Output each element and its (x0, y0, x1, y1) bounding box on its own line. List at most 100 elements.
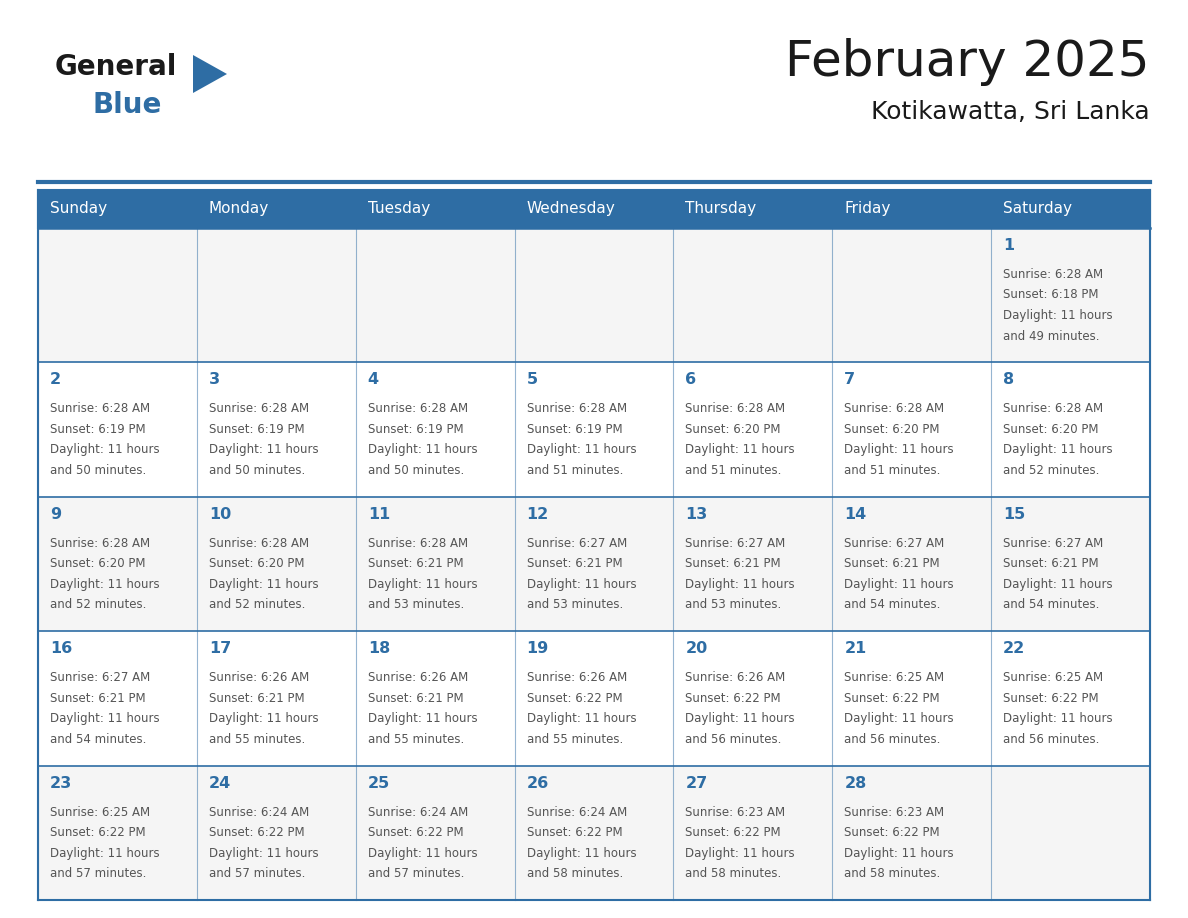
Text: 27: 27 (685, 776, 708, 790)
Text: Sunset: 6:20 PM: Sunset: 6:20 PM (50, 557, 145, 570)
Text: and 55 minutes.: and 55 minutes. (368, 733, 465, 745)
Bar (674, 190, 833, 228)
Text: Sunset: 6:20 PM: Sunset: 6:20 PM (685, 423, 781, 436)
Text: Sunrise: 6:27 AM: Sunrise: 6:27 AM (50, 671, 150, 684)
Text: 18: 18 (368, 641, 390, 656)
Text: 15: 15 (1003, 507, 1025, 521)
Text: and 52 minutes.: and 52 minutes. (1003, 464, 1100, 476)
Bar (38, 228, 1150, 363)
Text: Sunrise: 6:28 AM: Sunrise: 6:28 AM (50, 402, 150, 416)
Text: Sunset: 6:21 PM: Sunset: 6:21 PM (50, 691, 146, 705)
Text: Sunset: 6:22 PM: Sunset: 6:22 PM (685, 826, 781, 839)
Text: Daylight: 11 hours: Daylight: 11 hours (685, 712, 795, 725)
Text: February 2025: February 2025 (785, 38, 1150, 86)
Bar (38, 190, 197, 228)
Text: Monday: Monday (209, 201, 270, 217)
Text: 19: 19 (526, 641, 549, 656)
Text: Sunrise: 6:28 AM: Sunrise: 6:28 AM (845, 402, 944, 416)
Text: 3: 3 (209, 373, 220, 387)
Text: Blue: Blue (93, 91, 163, 119)
Text: Sunrise: 6:28 AM: Sunrise: 6:28 AM (209, 402, 309, 416)
Text: Sunrise: 6:27 AM: Sunrise: 6:27 AM (845, 537, 944, 550)
Text: 23: 23 (50, 776, 72, 790)
Text: and 56 minutes.: and 56 minutes. (845, 733, 941, 745)
Text: Sunrise: 6:28 AM: Sunrise: 6:28 AM (1003, 402, 1104, 416)
Bar (38, 632, 1150, 766)
Text: Daylight: 11 hours: Daylight: 11 hours (685, 443, 795, 456)
Bar (514, 190, 674, 228)
Text: Daylight: 11 hours: Daylight: 11 hours (1003, 309, 1113, 322)
Text: Daylight: 11 hours: Daylight: 11 hours (209, 443, 318, 456)
Text: Sunrise: 6:27 AM: Sunrise: 6:27 AM (526, 537, 627, 550)
Text: 24: 24 (209, 776, 232, 790)
Text: Daylight: 11 hours: Daylight: 11 hours (50, 577, 159, 591)
Text: Sunset: 6:22 PM: Sunset: 6:22 PM (209, 826, 304, 839)
Text: 6: 6 (685, 373, 696, 387)
Text: and 57 minutes.: and 57 minutes. (368, 868, 465, 880)
Text: Sunrise: 6:24 AM: Sunrise: 6:24 AM (526, 806, 627, 819)
Text: Wednesday: Wednesday (526, 201, 615, 217)
Bar (833, 190, 991, 228)
Text: 22: 22 (1003, 641, 1025, 656)
Text: Sunset: 6:21 PM: Sunset: 6:21 PM (1003, 557, 1099, 570)
Text: Sunrise: 6:28 AM: Sunrise: 6:28 AM (526, 402, 627, 416)
Text: Sunrise: 6:25 AM: Sunrise: 6:25 AM (845, 671, 944, 684)
Text: and 54 minutes.: and 54 minutes. (50, 733, 146, 745)
Text: Daylight: 11 hours: Daylight: 11 hours (209, 577, 318, 591)
Text: and 51 minutes.: and 51 minutes. (526, 464, 623, 476)
Text: Sunrise: 6:23 AM: Sunrise: 6:23 AM (685, 806, 785, 819)
Text: Sunset: 6:18 PM: Sunset: 6:18 PM (1003, 288, 1099, 301)
Text: 25: 25 (368, 776, 390, 790)
Text: Daylight: 11 hours: Daylight: 11 hours (209, 846, 318, 859)
Text: Daylight: 11 hours: Daylight: 11 hours (526, 712, 637, 725)
Text: Sunset: 6:21 PM: Sunset: 6:21 PM (845, 557, 940, 570)
Text: Sunset: 6:19 PM: Sunset: 6:19 PM (526, 423, 623, 436)
Text: Daylight: 11 hours: Daylight: 11 hours (50, 443, 159, 456)
Text: Sunrise: 6:28 AM: Sunrise: 6:28 AM (368, 537, 468, 550)
Text: Sunset: 6:22 PM: Sunset: 6:22 PM (50, 826, 146, 839)
Text: and 58 minutes.: and 58 minutes. (685, 868, 782, 880)
Text: and 53 minutes.: and 53 minutes. (526, 599, 623, 611)
Text: Sunrise: 6:27 AM: Sunrise: 6:27 AM (1003, 537, 1104, 550)
Text: Daylight: 11 hours: Daylight: 11 hours (368, 846, 478, 859)
Text: Daylight: 11 hours: Daylight: 11 hours (50, 712, 159, 725)
Bar (38, 497, 1150, 632)
Text: Sunrise: 6:28 AM: Sunrise: 6:28 AM (50, 537, 150, 550)
Text: 13: 13 (685, 507, 708, 521)
Text: Sunset: 6:20 PM: Sunset: 6:20 PM (209, 557, 304, 570)
Text: Sunset: 6:19 PM: Sunset: 6:19 PM (368, 423, 463, 436)
Text: and 51 minutes.: and 51 minutes. (685, 464, 782, 476)
Text: Sunset: 6:19 PM: Sunset: 6:19 PM (50, 423, 146, 436)
Text: Sunset: 6:22 PM: Sunset: 6:22 PM (1003, 691, 1099, 705)
Text: and 53 minutes.: and 53 minutes. (368, 599, 465, 611)
Text: Sunrise: 6:28 AM: Sunrise: 6:28 AM (1003, 268, 1104, 281)
Text: Sunrise: 6:23 AM: Sunrise: 6:23 AM (845, 806, 944, 819)
Bar (197, 190, 355, 228)
Bar (991, 190, 1150, 228)
Text: Daylight: 11 hours: Daylight: 11 hours (526, 577, 637, 591)
Bar (38, 363, 1150, 497)
Bar (38, 190, 1150, 228)
Text: Sunset: 6:20 PM: Sunset: 6:20 PM (845, 423, 940, 436)
Text: 1: 1 (1003, 238, 1015, 253)
Text: Sunrise: 6:24 AM: Sunrise: 6:24 AM (368, 806, 468, 819)
Text: and 52 minutes.: and 52 minutes. (209, 599, 305, 611)
Text: Daylight: 11 hours: Daylight: 11 hours (1003, 443, 1113, 456)
Text: and 58 minutes.: and 58 minutes. (845, 868, 941, 880)
Text: Sunset: 6:22 PM: Sunset: 6:22 PM (845, 826, 940, 839)
Text: Friday: Friday (845, 201, 891, 217)
Text: and 50 minutes.: and 50 minutes. (50, 464, 146, 476)
Text: 26: 26 (526, 776, 549, 790)
Text: Sunday: Sunday (50, 201, 107, 217)
Text: Daylight: 11 hours: Daylight: 11 hours (685, 846, 795, 859)
Text: 8: 8 (1003, 373, 1015, 387)
Text: Daylight: 11 hours: Daylight: 11 hours (845, 443, 954, 456)
Text: and 57 minutes.: and 57 minutes. (50, 868, 146, 880)
Text: Sunset: 6:20 PM: Sunset: 6:20 PM (1003, 423, 1099, 436)
Text: Sunset: 6:22 PM: Sunset: 6:22 PM (845, 691, 940, 705)
Text: Sunrise: 6:25 AM: Sunrise: 6:25 AM (50, 806, 150, 819)
Text: 2: 2 (50, 373, 61, 387)
Text: Sunrise: 6:26 AM: Sunrise: 6:26 AM (685, 671, 785, 684)
Text: and 50 minutes.: and 50 minutes. (368, 464, 465, 476)
Text: and 54 minutes.: and 54 minutes. (1003, 599, 1100, 611)
